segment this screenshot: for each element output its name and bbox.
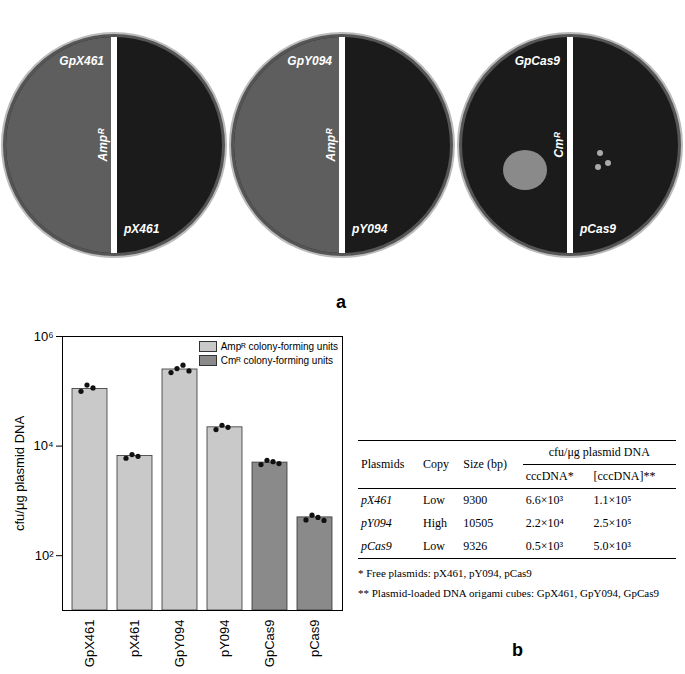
html-text:2.2×10⁴: 2.2×10⁴ — [525, 516, 564, 530]
html-text:1.1×10⁵: 1.1×10⁵ — [593, 493, 632, 507]
html-text:5.0×10³: 5.0×10³ — [593, 539, 631, 553]
html-text:6.6×10³: 6.6×10³ — [525, 493, 563, 507]
svg-text:10⁶: 10⁶ — [34, 329, 54, 344]
html-text:cfu/μg plasmid DNA: cfu/μg plasmid DNA — [548, 445, 650, 459]
svg-text:pY094: pY094 — [351, 222, 388, 236]
html-text:Size (bp): Size (bp) — [463, 457, 507, 471]
svg-text:10⁴: 10⁴ — [33, 438, 53, 453]
svg-text:GpCas9: GpCas9 — [515, 54, 561, 68]
html-text:9300: 9300 — [463, 493, 488, 507]
svg-text:pCas9: pCas9 — [579, 222, 616, 236]
html-text:pCas9: pCas9 — [361, 539, 392, 553]
svg-text:GpCas9: GpCas9 — [262, 620, 277, 668]
svg-text:pY094: pY094 — [217, 620, 232, 658]
html-text:9326: 9326 — [463, 539, 488, 553]
svg-text:pX461: pX461 — [123, 222, 160, 236]
svg-text:cfu/μg plasmid DNA: cfu/μg plasmid DNA — [12, 416, 27, 531]
svg-text:Ampᴿ: Ampᴿ — [96, 128, 110, 163]
svg-text:pX461: pX461 — [127, 620, 142, 658]
svg-text:Ampᴿ: Ampᴿ — [324, 128, 338, 163]
html-text:Low: Low — [423, 539, 445, 553]
svg-text:Cmᴿ: Cmᴿ — [552, 132, 566, 158]
svg-text:10²: 10² — [35, 548, 54, 563]
html-text:2.5×10⁵: 2.5×10⁵ — [593, 516, 632, 530]
html-text:[cccDNA]**: [cccDNA]** — [593, 469, 656, 483]
html-text:pY094: pY094 — [361, 516, 392, 530]
html-text:10505: 10505 — [463, 516, 494, 530]
html-text:b: b — [512, 640, 523, 660]
html-text:Cmᴿ colony-forming units: Cmᴿ colony-forming units — [220, 354, 333, 366]
html-text:pX461: pX461 — [361, 493, 393, 507]
svg-text:pCas9: pCas9 — [307, 620, 322, 658]
html-text:a: a — [336, 292, 346, 312]
html-text:Plasmids: Plasmids — [361, 457, 405, 471]
html-text:Ampᴿ colony-forming units: Ampᴿ colony-forming units — [220, 340, 338, 352]
svg-text:GpX461: GpX461 — [59, 54, 104, 68]
html-text:* Free plasmids: pX461, pY094,: * Free plasmids: pX461, pY094, pCas9 — [358, 567, 532, 579]
html-text:High: High — [423, 516, 447, 530]
svg-text:GpY094: GpY094 — [172, 620, 187, 668]
svg-text:GpX461: GpX461 — [82, 620, 97, 668]
html-text:** Plasmid-loaded DNA origami: ** Plasmid-loaded DNA origami cubes: GpX… — [358, 587, 659, 599]
svg-text:GpY094: GpY094 — [287, 54, 332, 68]
html-text:Copy: Copy — [423, 457, 449, 471]
html-text:Low: Low — [423, 493, 445, 507]
html-text:0.5×10³: 0.5×10³ — [525, 539, 563, 553]
html-text:cccDNA*: cccDNA* — [525, 469, 574, 483]
